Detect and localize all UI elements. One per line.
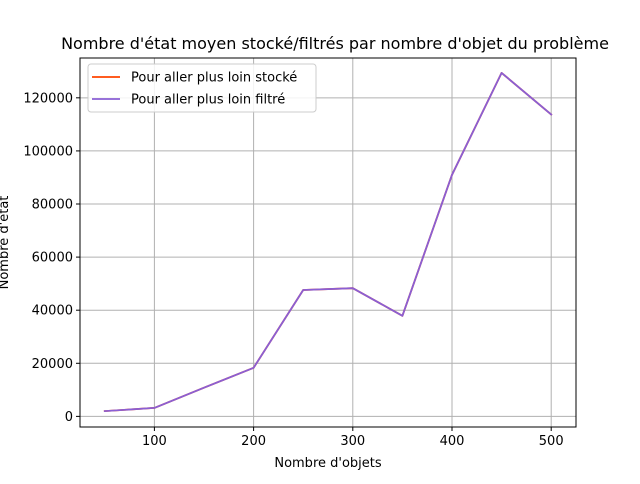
x-tick-label: 100: [142, 434, 167, 449]
y-tick-label: 80000: [32, 198, 73, 213]
y-axis-label: Nombre d'état: [0, 196, 12, 290]
x-tick-label: 500: [539, 434, 564, 449]
series-line-2: [103, 72, 553, 413]
x-tick-label: 400: [440, 434, 465, 449]
y-tick-label: 120000: [23, 91, 73, 106]
y-tick-label: 40000: [32, 304, 73, 319]
legend: Pour aller plus loin stocké Pour aller pl…: [87, 63, 317, 113]
y-tick-label: 0: [65, 410, 73, 425]
series-lines: [103, 72, 553, 413]
legend-label-2: Pour aller plus loin filtré: [131, 93, 285, 108]
y-tick-label: 20000: [32, 357, 73, 372]
y-tick-label: 100000: [23, 144, 73, 159]
x-axis-label: Nombre d'objets: [274, 456, 382, 471]
y-tick-label: 60000: [32, 251, 73, 266]
legend-box: [87, 63, 317, 113]
legend-label-1: Pour aller plus loin stocké: [131, 71, 297, 86]
axis-ticks: 100 200 300 400 500 0 20000 40000 60000 80000 1000…: [23, 91, 563, 449]
chart-title: Nombre d'état moyen stocké/filtrés par n…: [61, 34, 609, 53]
x-tick-label: 200: [241, 434, 266, 449]
x-tick-label: 300: [340, 434, 365, 449]
grid: [80, 58, 576, 427]
plot-frame: [79, 57, 577, 428]
